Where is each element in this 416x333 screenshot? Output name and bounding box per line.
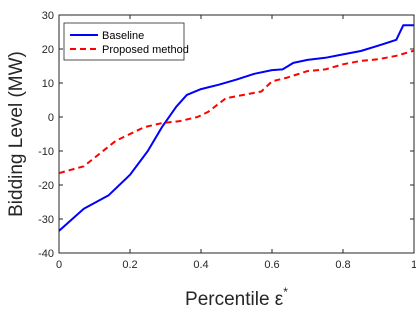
y-tick-label: 30	[42, 10, 54, 22]
y-tick-label: -40	[38, 248, 54, 260]
y-tick-label: -10	[38, 146, 54, 158]
y-tick-label: 10	[42, 78, 54, 90]
y-tick-label: 0	[48, 112, 54, 124]
y-tick-label: 20	[42, 44, 54, 56]
x-axis-label-superscript: *	[283, 285, 288, 299]
x-tick-label: 0	[56, 259, 62, 271]
x-tick-label: 0.2	[122, 259, 137, 271]
series-line-baseline	[59, 24, 414, 232]
x-tick-label: 0.6	[264, 259, 279, 271]
x-tick-label: 0.4	[193, 259, 208, 271]
plot-area: 0 0.2 0.4 0.6 0.8 1 -40 -30 -20 -10 0 10 20 30 Baselin…	[38, 10, 416, 271]
y-tick-label: -30	[38, 214, 54, 226]
x-tick-label: 0.8	[335, 259, 350, 271]
y-axis-label: Bidding Level (MW)	[6, 51, 27, 217]
x-axis-label: Percentile ε*	[185, 285, 288, 310]
series-group	[59, 24, 414, 232]
legend: Baseline Proposed method	[63, 22, 189, 61]
x-tick-label: 1	[411, 259, 416, 271]
legend-label: Proposed method	[102, 44, 189, 56]
series-line-proposed-method	[59, 49, 414, 175]
legend-label: Baseline	[102, 30, 144, 42]
y-tick-label: -20	[38, 180, 54, 192]
legend-box	[63, 22, 185, 61]
plot-frame	[58, 14, 415, 254]
